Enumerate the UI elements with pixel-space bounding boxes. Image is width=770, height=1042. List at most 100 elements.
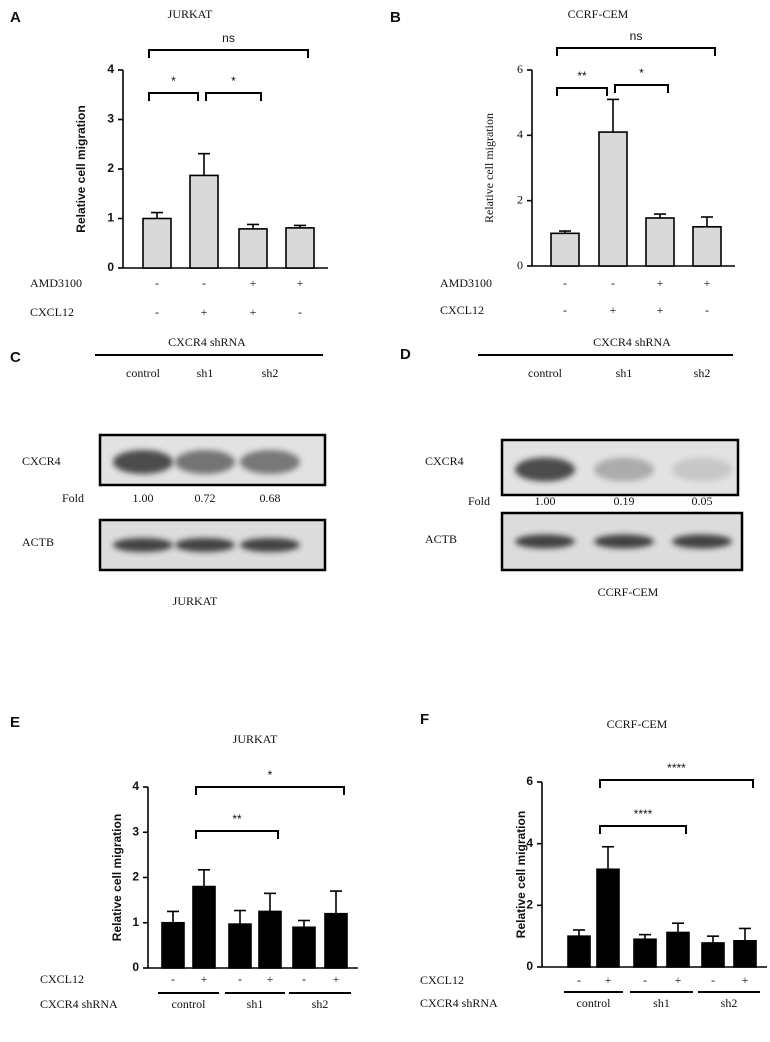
group-name: CXCR4 shRNA	[420, 996, 498, 1010]
condition-value: -	[202, 276, 206, 290]
significance-label: *	[268, 768, 273, 782]
target-label: CXCR4	[425, 454, 464, 468]
condition-value: +	[267, 972, 274, 986]
fold-value: 1.00	[535, 494, 556, 508]
chart-title: JURKAT	[168, 7, 213, 21]
bar	[666, 931, 690, 968]
condition-value: -	[711, 973, 715, 987]
condition-value: -	[705, 303, 709, 317]
condition-value: -	[577, 973, 581, 987]
condition-value: +	[333, 972, 340, 986]
significance-bracket	[614, 84, 669, 93]
significance-label: *	[171, 74, 176, 88]
band	[175, 450, 235, 474]
y-tick-label: 0	[517, 258, 523, 272]
significance-bracket	[599, 825, 687, 834]
band	[515, 534, 575, 549]
group-label: control	[577, 996, 612, 1010]
band	[672, 457, 732, 482]
bar	[701, 942, 725, 968]
y-tick-label: 2	[517, 192, 523, 206]
condition-value: +	[657, 303, 664, 317]
bar	[598, 131, 628, 267]
y-axis-label: Relative cell migration	[482, 113, 496, 223]
group-label: control	[172, 997, 207, 1011]
condition-name: CXCL12	[40, 972, 84, 986]
bar	[733, 939, 757, 968]
condition-value: +	[250, 276, 257, 290]
bar	[292, 926, 316, 969]
condition-value: +	[704, 276, 711, 290]
y-axis-label: Relative cell migration	[74, 105, 88, 232]
fold-value: 0.72	[195, 491, 216, 505]
blot-header: CXCR4 shRNA	[168, 335, 246, 349]
significance-label: **	[232, 812, 242, 826]
significance-bracket	[148, 92, 199, 101]
y-tick-label: 6	[517, 62, 523, 76]
condition-value: +	[742, 973, 749, 987]
significance-bracket	[556, 87, 608, 96]
significance-label: ns	[222, 31, 235, 45]
chart-title: JURKAT	[233, 732, 278, 746]
panel-letter: C	[10, 349, 21, 366]
bar	[285, 227, 315, 269]
significance-label: *	[231, 74, 236, 88]
y-tick-label: 3	[132, 824, 139, 838]
bar	[228, 923, 252, 969]
bar	[550, 232, 580, 267]
significance-bracket	[195, 786, 345, 795]
band	[240, 450, 300, 474]
significance-bracket	[205, 92, 262, 101]
group-label: sh2	[721, 996, 738, 1010]
significance-bracket	[148, 49, 309, 58]
panel-letter: D	[400, 346, 411, 363]
bar	[596, 868, 620, 968]
y-tick-label: 2	[107, 161, 114, 175]
loading-label: ACTB	[22, 535, 54, 549]
significance-bracket	[195, 830, 279, 839]
condition-value: +	[201, 305, 208, 319]
band	[240, 538, 300, 552]
significance-label: *	[639, 66, 644, 80]
fold-label: Fold	[468, 494, 490, 508]
y-axis-label: Relative cell migration	[110, 814, 124, 941]
group-label: sh1	[247, 997, 264, 1011]
significance-bracket	[556, 47, 716, 56]
band	[113, 450, 173, 474]
fold-value: 0.19	[614, 494, 635, 508]
condition-value: -	[238, 972, 242, 986]
blot-caption: CCRF-CEM	[598, 585, 659, 599]
y-axis-label: Relative cell migration	[514, 811, 528, 938]
bar	[324, 912, 348, 969]
band	[672, 534, 732, 549]
bar	[258, 910, 282, 969]
blot-header: CXCR4 shRNA	[593, 335, 671, 349]
y-tick-label: 4	[132, 779, 139, 793]
bar	[633, 938, 657, 968]
bar	[189, 174, 219, 269]
panel-letter: B	[390, 9, 401, 26]
panel-letter: E	[10, 714, 20, 731]
bar	[567, 935, 591, 968]
y-tick-label: 1	[107, 211, 114, 225]
panel-letter: F	[420, 711, 429, 728]
condition-value: -	[298, 305, 302, 319]
group-name: CXCR4 shRNA	[40, 997, 118, 1011]
bar	[161, 921, 185, 969]
y-tick-label: 6	[526, 774, 533, 788]
chart-title: CCRF-CEM	[607, 717, 668, 731]
condition-value: -	[611, 276, 615, 290]
condition-name: AMD3100	[440, 276, 492, 290]
y-tick-label: 4	[526, 836, 533, 850]
condition-value: +	[675, 973, 682, 987]
y-tick-label: 1	[132, 915, 139, 929]
condition-value: -	[155, 276, 159, 290]
target-label: CXCR4	[22, 454, 61, 468]
lane-label: sh2	[694, 366, 711, 380]
lane-label: control	[126, 366, 161, 380]
group-label: sh1	[653, 996, 670, 1010]
condition-value: -	[563, 276, 567, 290]
fold-value: 1.00	[133, 491, 154, 505]
lane-label: sh2	[262, 366, 279, 380]
